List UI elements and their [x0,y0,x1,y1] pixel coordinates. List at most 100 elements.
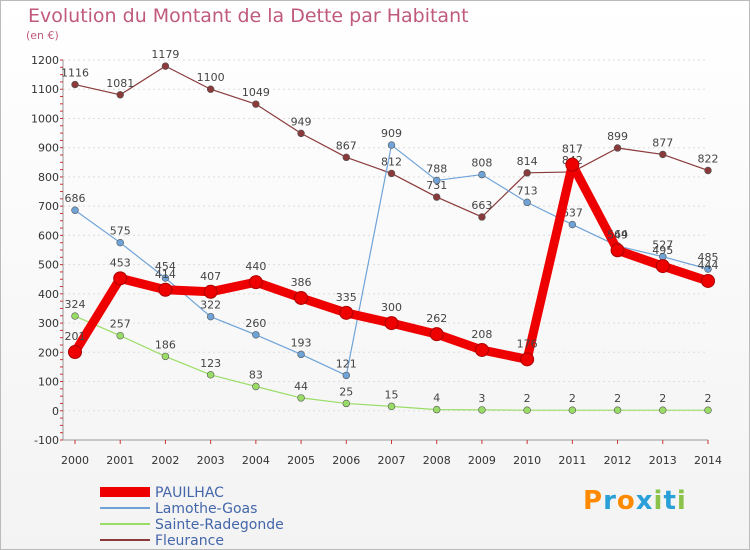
data-point [161,352,170,361]
data-label: 1116 [61,67,89,80]
data-point [613,406,622,414]
data-label: 731 [426,179,447,192]
data-point [252,100,260,108]
x-tick-label: 2000 [61,454,89,467]
data-point [297,129,305,138]
data-label: 2 [705,392,712,405]
data-label: 407 [200,270,221,283]
data-label: 877 [652,136,673,149]
chart-unit: (en €) [26,29,59,42]
data-label: 260 [245,317,266,330]
data-point [429,327,444,342]
y-tick-label: 0 [52,405,59,418]
data-point [297,350,305,359]
series-pauilhac: 201 453 414 407 440 386 335 300 262 208 176 817 549 4… [65,143,719,367]
data-label: 1049 [242,86,270,99]
data-label: 663 [471,199,492,212]
data-point [387,141,396,149]
logo-letter: x [635,486,654,516]
logo-letter: i [676,486,687,516]
data-point [565,157,580,172]
data-point [655,259,670,274]
x-tick-label: 2001 [106,454,134,467]
data-label: 25 [339,385,353,398]
data-point [158,282,173,297]
data-label: 949 [291,115,312,128]
data-label: 201 [65,330,86,343]
data-point [342,153,350,162]
y-tick-label: 100 [38,376,59,389]
data-label: 1179 [151,48,179,61]
y-tick-label: 1100 [31,83,59,96]
data-label: 817 [562,143,583,156]
x-tick-label: 2009 [468,454,496,467]
data-label: 2 [569,392,576,405]
data-point [610,243,625,258]
data-point [568,220,577,229]
data-label: 257 [110,318,131,331]
data-point [113,271,128,286]
data-point [248,275,263,290]
data-label: 414 [155,268,176,281]
y-tick-label: 800 [38,171,59,184]
data-label: 15 [385,388,399,401]
data-point [294,290,309,305]
data-point [701,273,715,288]
y-tick-label: -100 [34,434,59,447]
data-point [474,342,489,357]
data-point [523,406,531,414]
data-point [387,402,396,411]
data-label: 909 [381,127,402,140]
x-tick-label: 2006 [332,454,360,467]
data-label: 1100 [197,71,225,84]
data-point [116,331,124,340]
data-point [704,166,712,175]
series-fleurance: 1116108111791100104994986781273166381484… [61,48,719,221]
data-label: 812 [381,155,402,168]
data-point [523,169,531,177]
data-point [342,399,350,408]
logo-letter: o [616,486,636,516]
data-label: 686 [65,192,86,205]
x-tick-label: 2002 [151,454,179,467]
data-point [206,85,215,93]
data-label: 575 [110,225,131,238]
y-tick-label: 600 [38,229,59,242]
data-label: 300 [381,301,402,314]
data-point [478,406,486,414]
data-label: 123 [200,357,221,370]
data-label: 186 [155,338,176,351]
data-point [659,406,667,414]
data-point [252,331,260,339]
data-label: 2 [614,392,621,405]
data-point [71,80,79,89]
data-label: 527 [652,239,673,252]
data-point [116,91,124,99]
data-label: 324 [65,298,86,311]
y-tick-label: 500 [38,259,59,272]
legend-label: Lamothe-Goas [155,501,257,517]
data-point [478,170,486,179]
legend-label: PAUILHAC [155,485,224,501]
logo-letter: t [663,486,677,516]
y-tick-label: 700 [38,200,59,213]
data-point [523,198,531,207]
data-point [161,274,170,282]
x-tick-label: 2013 [649,454,677,467]
data-label: 3 [478,392,485,405]
data-point [203,284,218,299]
data-point [568,406,577,414]
data-point [433,193,441,201]
data-label: 788 [426,162,447,175]
data-point [339,305,354,320]
data-point [433,405,441,414]
data-point [116,238,124,247]
x-tick-label: 2004 [242,454,270,467]
data-point [659,150,667,159]
data-point [478,213,486,221]
y-tick-label: 300 [38,317,59,330]
legend-label: Sainte-Radegonde [155,517,284,533]
data-point [433,176,441,185]
x-tick-label: 2003 [197,454,225,467]
